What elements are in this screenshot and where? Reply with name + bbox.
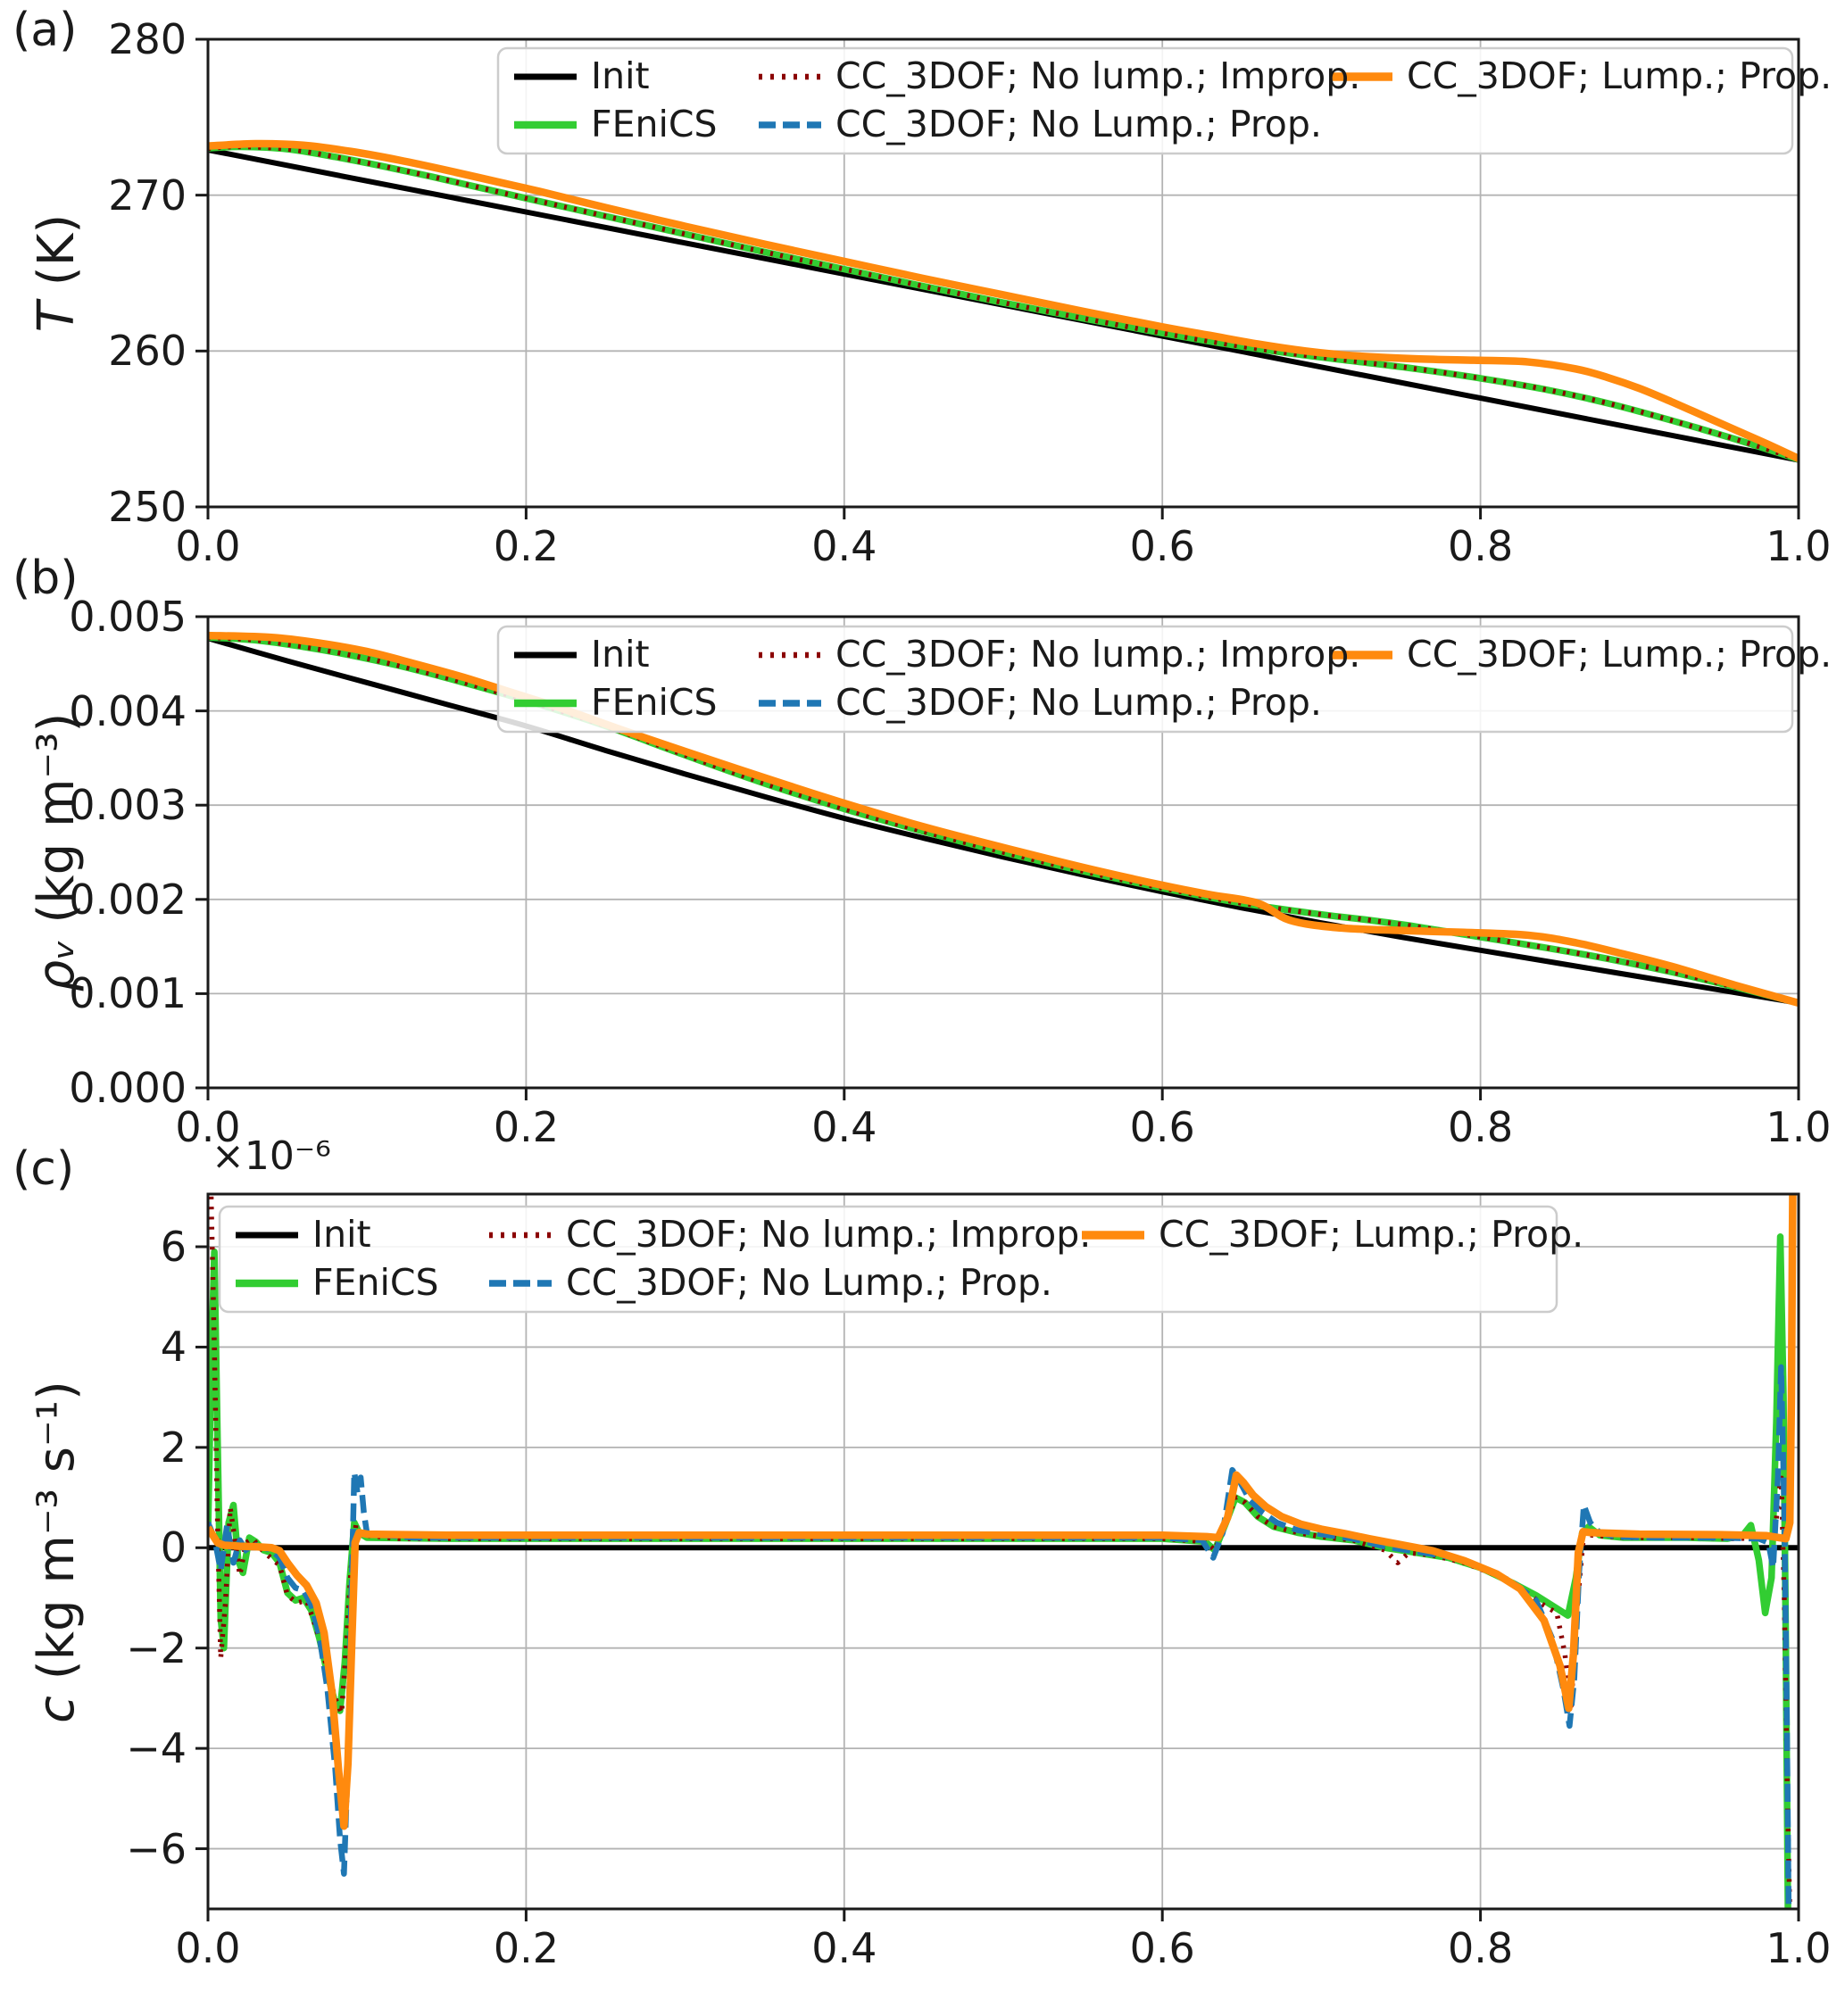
x-tick-label-a: 0.8 bbox=[1448, 522, 1514, 570]
x-tick-label-c: 1.0 bbox=[1766, 1924, 1832, 1972]
x-tick-label-b: 0.8 bbox=[1448, 1103, 1514, 1151]
ticks-a bbox=[195, 37, 1800, 519]
legend-label-fenics: FEniCS bbox=[591, 681, 718, 724]
x-axis-label: z (m) bbox=[208, 2009, 1799, 2016]
y-tick-label-b: 0.001 bbox=[69, 969, 187, 1018]
legend-label-fenics: FEniCS bbox=[312, 1261, 439, 1304]
y-axis-label-unit: (kg m⁻³) bbox=[28, 712, 86, 940]
series-lump-line bbox=[208, 631, 1799, 1008]
x-tick-label-a: 0.2 bbox=[493, 522, 559, 570]
x-tick-label-b: 0.6 bbox=[1129, 1103, 1195, 1151]
y-axis-label-var: T bbox=[28, 302, 86, 333]
y-tick-label-a: 250 bbox=[108, 483, 187, 531]
x-axis-label-var: z bbox=[938, 2015, 964, 2016]
y-tick-label-c: −6 bbox=[126, 1824, 187, 1873]
axis-offset-text-c: ×10⁻⁶ bbox=[212, 1133, 331, 1179]
y-axis-label-var: ρᵥ bbox=[28, 939, 86, 992]
legend-label-lump: CC_3DOF; Lump.; Prop. bbox=[1159, 1213, 1584, 1256]
y-tick-label-c: −2 bbox=[126, 1623, 187, 1672]
panel-letter-a: (a) bbox=[12, 4, 78, 57]
legend-label-prop: CC_3DOF; No Lump.; Prop. bbox=[835, 681, 1322, 724]
panel-b bbox=[195, 615, 1800, 1100]
series-fenics-line bbox=[208, 1233, 1791, 1909]
legend-label-init: Init bbox=[591, 633, 650, 676]
x-tick-label-c: 0.6 bbox=[1129, 1924, 1195, 1972]
x-tick-label-c: 0.2 bbox=[493, 1924, 559, 1972]
x-tick-label-a: 0.6 bbox=[1129, 522, 1195, 570]
legend-label-init: Init bbox=[591, 54, 650, 97]
y-axis-label-c: c (kg m⁻³ s⁻¹) bbox=[21, 1195, 93, 1909]
y-axis-label-b: ρᵥ (kg m⁻³) bbox=[21, 495, 93, 1209]
panel-letter-b: (b) bbox=[12, 552, 79, 605]
y-tick-label-b: 0.005 bbox=[69, 593, 187, 641]
series-lump-line bbox=[208, 1194, 1797, 1830]
spines-c bbox=[206, 1192, 1800, 1911]
legend-box bbox=[496, 46, 1794, 155]
y-tick-label-c: 2 bbox=[160, 1423, 187, 1472]
series-improp-line bbox=[208, 635, 1799, 1006]
spines-a bbox=[206, 37, 1800, 509]
spines-b bbox=[206, 615, 1800, 1090]
legend-label-prop: CC_3DOF; No Lump.; Prop. bbox=[566, 1261, 1052, 1304]
legend-label-improp: CC_3DOF; No lump.; Improp. bbox=[566, 1213, 1092, 1256]
legend-label-prop: CC_3DOF; No Lump.; Prop. bbox=[835, 103, 1322, 145]
x-axis-label-unit: (m) bbox=[965, 2015, 1068, 2016]
y-tick-label-b: 0.000 bbox=[69, 1064, 187, 1112]
legend-label-improp: CC_3DOF; No lump.; Improp. bbox=[835, 54, 1361, 97]
series-improp-line bbox=[208, 144, 1799, 462]
legend-label-fenics: FEniCS bbox=[591, 103, 718, 145]
ticks-b bbox=[195, 615, 1800, 1100]
ticks-c bbox=[195, 1245, 1800, 1921]
panel-a bbox=[195, 37, 1800, 519]
series-group-c bbox=[208, 1194, 1799, 1909]
series-init-line bbox=[208, 635, 1799, 1006]
x-tick-label-b: 0.4 bbox=[811, 1103, 877, 1151]
x-tick-label-b: 0.2 bbox=[493, 1103, 559, 1151]
y-tick-label-c: 6 bbox=[160, 1223, 187, 1272]
legend-label-lump: CC_3DOF; Lump.; Prop. bbox=[1407, 633, 1833, 676]
x-tick-label-c: 0.8 bbox=[1448, 1924, 1514, 1972]
y-tick-label-a: 270 bbox=[108, 170, 187, 220]
y-tick-label-c: −4 bbox=[126, 1724, 187, 1773]
x-tick-label-a: 1.0 bbox=[1766, 522, 1832, 570]
legend-box bbox=[496, 625, 1794, 734]
legend-b bbox=[496, 625, 1794, 734]
series-group-b bbox=[208, 631, 1799, 1008]
y-axis-label-var: c bbox=[28, 1695, 86, 1723]
series-group-a bbox=[208, 139, 1799, 463]
panel-c bbox=[195, 1192, 1800, 1921]
x-tick-label-b: 0.0 bbox=[175, 1103, 241, 1151]
y-tick-label-c: 0 bbox=[160, 1523, 187, 1572]
y-tick-label-b: 0.002 bbox=[69, 875, 187, 924]
x-tick-label-a: 0.4 bbox=[811, 522, 877, 570]
legend-c bbox=[218, 1205, 1558, 1314]
legend-label-improp: CC_3DOF; No lump.; Improp. bbox=[835, 633, 1361, 676]
panel-letter-c: (c) bbox=[12, 1142, 75, 1196]
x-tick-label-a: 0.0 bbox=[175, 522, 241, 570]
legend-a bbox=[496, 46, 1794, 155]
y-tick-label-b: 0.004 bbox=[69, 686, 187, 735]
y-tick-label-a: 280 bbox=[108, 15, 187, 63]
x-tick-label-c: 0.4 bbox=[811, 1924, 877, 1972]
y-axis-label-unit: (kg m⁻³ s⁻¹) bbox=[28, 1380, 86, 1696]
legend-label-lump: CC_3DOF; Lump.; Prop. bbox=[1407, 54, 1833, 97]
legend-box bbox=[218, 1205, 1558, 1314]
x-tick-label-b: 1.0 bbox=[1766, 1103, 1832, 1151]
series-lump-line bbox=[208, 139, 1799, 462]
legend-label-init: Init bbox=[312, 1213, 371, 1256]
y-axis-label-unit: (K) bbox=[28, 213, 86, 302]
x-tick-label-c: 0.0 bbox=[175, 1924, 241, 1972]
y-tick-label-a: 260 bbox=[108, 327, 187, 376]
y-tick-label-b: 0.003 bbox=[69, 781, 187, 830]
y-tick-label-c: 4 bbox=[160, 1323, 187, 1372]
